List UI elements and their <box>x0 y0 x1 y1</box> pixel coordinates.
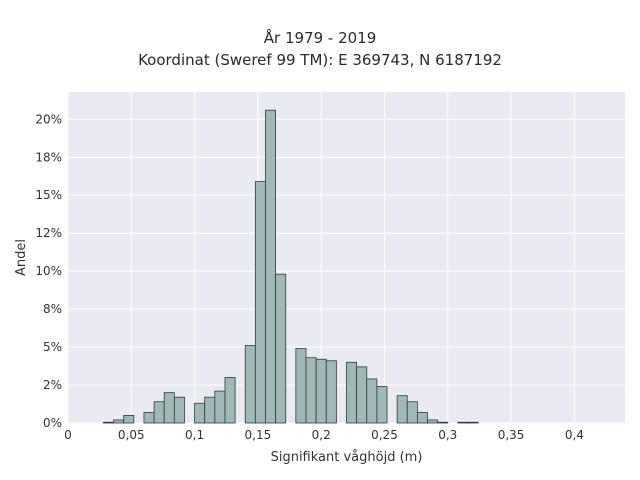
x-axis-ticks: 0 0,05 0,1 0,15 0,2 0,25 0,3 0,35 0,4 <box>64 428 584 442</box>
chart-subtitle: Koordinat (Sweref 99 TM): E 369743, N 61… <box>138 51 502 69</box>
histogram-bar <box>376 386 388 424</box>
x-tick-label: 0 <box>64 428 72 442</box>
x-tick-label: 0,05 <box>118 428 145 442</box>
histogram-bar <box>123 415 135 424</box>
histogram-bar <box>416 411 428 424</box>
histogram-bar <box>244 345 256 424</box>
histogram-bar <box>325 360 337 424</box>
x-axis-label: Signifikant våghöjd (m) <box>271 450 423 465</box>
x-tick-label: 0,15 <box>245 428 272 442</box>
histogram-bar <box>194 402 206 424</box>
histogram-bar <box>437 421 449 424</box>
histogram-bar <box>103 421 114 424</box>
histogram-bar <box>396 395 408 424</box>
x-tick-label: 0,1 <box>185 428 204 442</box>
x-tick-label: 0,3 <box>438 428 457 442</box>
y-tick-label: 0% <box>43 416 62 430</box>
histogram-bars <box>103 109 479 424</box>
histogram-bar <box>173 396 185 424</box>
histogram-bar <box>366 378 378 424</box>
y-tick-label: 5% <box>43 340 62 354</box>
histogram-bar <box>406 401 418 424</box>
histogram-bar <box>204 396 216 424</box>
y-tick-label: 18% <box>35 150 62 164</box>
histogram-bar <box>153 401 165 424</box>
y-tick-label: 20% <box>35 112 62 126</box>
histogram-bar <box>467 421 479 424</box>
histogram-bar <box>356 366 368 424</box>
histogram-bar <box>427 419 439 424</box>
histogram-bar <box>113 419 125 424</box>
histogram-bar <box>254 181 266 424</box>
histogram-bar <box>224 377 236 424</box>
histogram-bar <box>143 411 155 424</box>
histogram-bar <box>163 392 175 424</box>
y-tick-label: 2% <box>43 378 62 392</box>
y-tick-label: 15% <box>35 188 62 202</box>
histogram-bar <box>295 348 307 424</box>
histogram-bar <box>265 109 277 424</box>
chart-title: År 1979 - 2019 <box>263 29 377 47</box>
x-tick-label: 0,25 <box>371 428 398 442</box>
histogram-bar <box>305 357 317 424</box>
histogram-bar <box>214 390 226 424</box>
x-tick-label: 0,4 <box>565 428 584 442</box>
histogram-bar <box>346 361 358 424</box>
y-axis-label: Andel <box>14 239 29 276</box>
histogram-bar <box>315 358 327 424</box>
histogram-bar <box>457 421 469 424</box>
x-tick-label: 0,35 <box>498 428 525 442</box>
x-tick-label: 0,2 <box>312 428 331 442</box>
y-tick-label: 8% <box>43 302 62 316</box>
y-tick-label: 12% <box>35 226 62 240</box>
y-tick-label: 10% <box>35 264 62 278</box>
histogram-bar <box>275 273 287 424</box>
y-axis-ticks: 0% 2% 5% 8% 10% 12% 15% 18% 20% <box>35 112 62 430</box>
